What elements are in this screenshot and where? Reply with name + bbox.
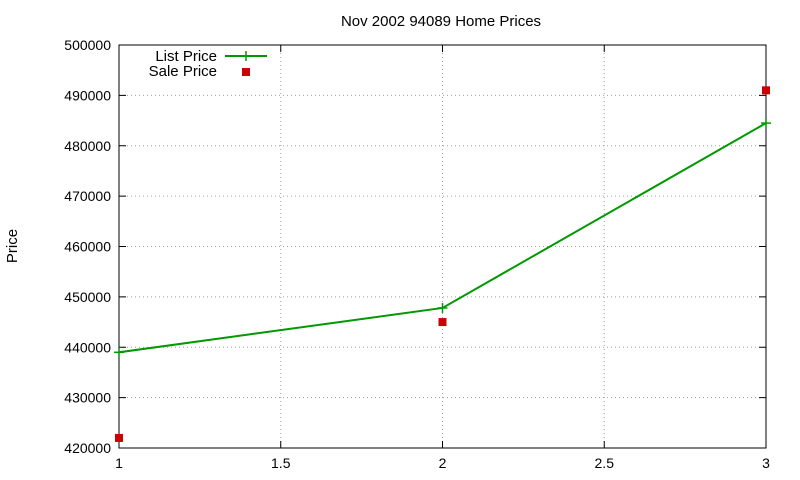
data-point-sale-price (115, 433, 123, 442)
y-tick-label: 460000 (64, 239, 111, 255)
y-tick-label: 440000 (64, 339, 111, 355)
grid (119, 45, 766, 448)
legend-label-list-price: List Price (155, 48, 217, 65)
chart-title: Nov 2002 94089 Home Prices (341, 13, 541, 30)
legend: List Price Sale Price (149, 48, 267, 80)
axis-ticks: 420000 430000 440000 450000 460000 470000 4800… (64, 37, 770, 471)
y-axis-label: Price (4, 229, 21, 263)
x-tick-label: 1.5 (271, 455, 291, 471)
y-tick-label: 420000 (64, 440, 111, 456)
y-tick-label: 480000 (64, 138, 111, 154)
data-point-list-price (761, 118, 771, 129)
series-sale-price (115, 86, 770, 442)
x-tick-label: 3 (762, 455, 770, 471)
data-point-list-price (114, 347, 124, 358)
y-tick-label: 500000 (64, 37, 111, 53)
legend-sample-marker-sale-price (242, 68, 250, 76)
data-point-list-price (437, 302, 448, 313)
y-tick-label: 490000 (64, 87, 111, 103)
data-point-sale-price (438, 318, 447, 327)
x-tick-label: 1 (115, 455, 123, 471)
y-tick-label: 470000 (64, 188, 111, 204)
legend-label-sale-price: Sale Price (149, 63, 217, 80)
x-tick-label: 2 (439, 455, 447, 471)
series-list-price (114, 118, 771, 358)
legend-sample-marker-list-price (241, 51, 251, 61)
y-tick-label: 430000 (64, 390, 111, 406)
data-point-sale-price (762, 86, 770, 95)
y-tick-label: 450000 (64, 289, 111, 305)
series (114, 86, 771, 442)
x-tick-label: 2.5 (595, 455, 615, 471)
